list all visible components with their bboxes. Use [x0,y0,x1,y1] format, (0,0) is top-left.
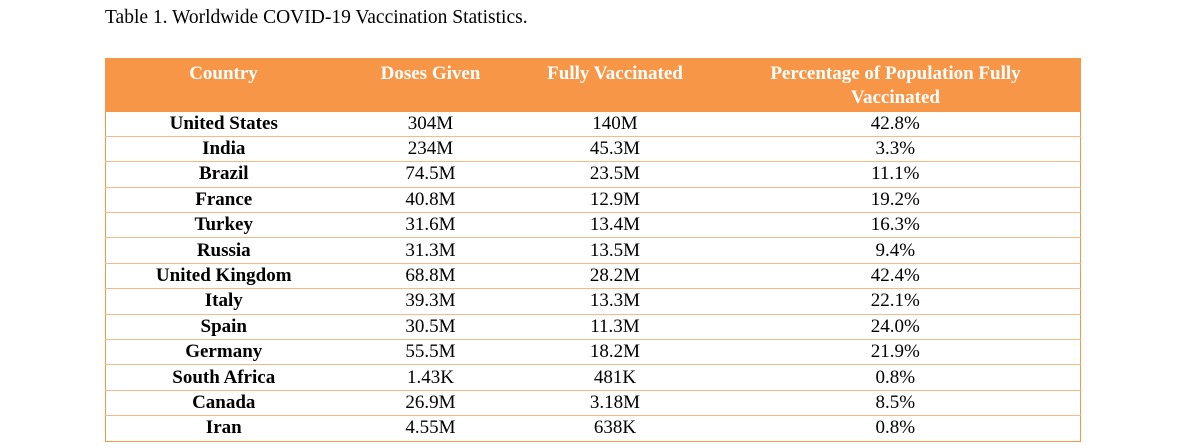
cell-percentage: 16.3% [710,212,1081,239]
cell-fully-vaccinated: 13.3M [519,288,711,315]
cell-fully-vaccinated: 18.2M [519,339,711,366]
cell-percentage: 19.2% [710,187,1081,214]
cell-country: Spain [105,314,342,341]
cell-doses-given: 39.3M [341,288,520,315]
table-row: Germany 55.5M 18.2M 21.9% [105,339,1081,366]
cell-percentage: 11.1% [710,161,1081,188]
cell-fully-vaccinated: 13.5M [519,237,711,264]
table-row: Russia 31.3M 13.5M 9.4% [105,237,1081,264]
cell-country: Canada [105,390,342,417]
cell-doses-given: 26.9M [341,390,520,417]
table-row: India 234M 45.3M 3.3% [105,136,1081,163]
header-percentage-fully-vaccinated: Percentage of Population Fully Vaccinate… [710,58,1081,111]
cell-percentage: 8.5% [710,390,1081,417]
cell-percentage: 0.8% [710,364,1081,391]
cell-fully-vaccinated: 11.3M [519,314,711,341]
cell-fully-vaccinated: 481K [519,364,711,391]
table-row: Brazil 74.5M 23.5M 11.1% [105,161,1081,188]
vaccination-table: Country Doses Given Fully Vaccinated Per… [105,58,1081,442]
cell-doses-given: 30.5M [341,314,520,341]
cell-percentage: 3.3% [710,136,1081,163]
table-row: Spain 30.5M 11.3M 24.0% [105,314,1081,341]
table-caption: Table 1. Worldwide COVID-19 Vaccination … [105,7,528,28]
cell-country: Iran [105,415,342,442]
table-header: Country Doses Given Fully Vaccinated Per… [105,58,1081,111]
cell-doses-given: 40.8M [341,187,520,214]
cell-fully-vaccinated: 3.18M [519,390,711,417]
cell-country: South Africa [105,364,342,391]
header-doses-given: Doses Given [341,58,520,111]
header-country: Country [105,58,342,111]
cell-percentage: 22.1% [710,288,1081,315]
cell-percentage: 42.4% [710,263,1081,290]
cell-country: France [105,187,342,214]
table-row: Italy 39.3M 13.3M 22.1% [105,288,1081,315]
cell-percentage: 24.0% [710,314,1081,341]
table-row: United Kingdom 68.8M 28.2M 42.4% [105,263,1081,290]
cell-fully-vaccinated: 140M [519,111,711,137]
table-row: France 40.8M 12.9M 19.2% [105,187,1081,214]
cell-country: United States [105,111,342,137]
cell-percentage: 21.9% [710,339,1081,366]
cell-doses-given: 74.5M [341,161,520,188]
table-body: United States 304M 140M 42.8% India 234M 45.3M… [105,111,1081,442]
cell-country: Russia [105,237,342,264]
cell-doses-given: 55.5M [341,339,520,366]
table-row: Turkey 31.6M 13.4M 16.3% [105,212,1081,239]
cell-country: Brazil [105,161,342,188]
cell-doses-given: 4.55M [341,415,520,442]
cell-fully-vaccinated: 23.5M [519,161,711,188]
header-fully-vaccinated: Fully Vaccinated [519,58,711,111]
cell-doses-given: 68.8M [341,263,520,290]
table-row: Canada 26.9M 3.18M 8.5% [105,390,1081,417]
cell-country: India [105,136,342,163]
cell-fully-vaccinated: 13.4M [519,212,711,239]
table-row: South Africa 1.43K 481K 0.8% [105,364,1081,391]
table-row: Iran 4.55M 638K 0.8% [105,415,1081,442]
cell-doses-given: 1.43K [341,364,520,391]
header-row: Country Doses Given Fully Vaccinated Per… [105,58,1081,111]
cell-country: Italy [105,288,342,315]
cell-doses-given: 31.3M [341,237,520,264]
cell-fully-vaccinated: 12.9M [519,187,711,214]
cell-fully-vaccinated: 28.2M [519,263,711,290]
cell-doses-given: 304M [341,111,520,137]
cell-fully-vaccinated: 45.3M [519,136,711,163]
cell-country: Turkey [105,212,342,239]
cell-percentage: 42.8% [710,111,1081,137]
cell-doses-given: 234M [341,136,520,163]
cell-percentage: 9.4% [710,237,1081,264]
cell-percentage: 0.8% [710,415,1081,442]
cell-country: Germany [105,339,342,366]
cell-country: United Kingdom [105,263,342,290]
table-row: United States 304M 140M 42.8% [105,111,1081,137]
cell-fully-vaccinated: 638K [519,415,711,442]
cell-doses-given: 31.6M [341,212,520,239]
